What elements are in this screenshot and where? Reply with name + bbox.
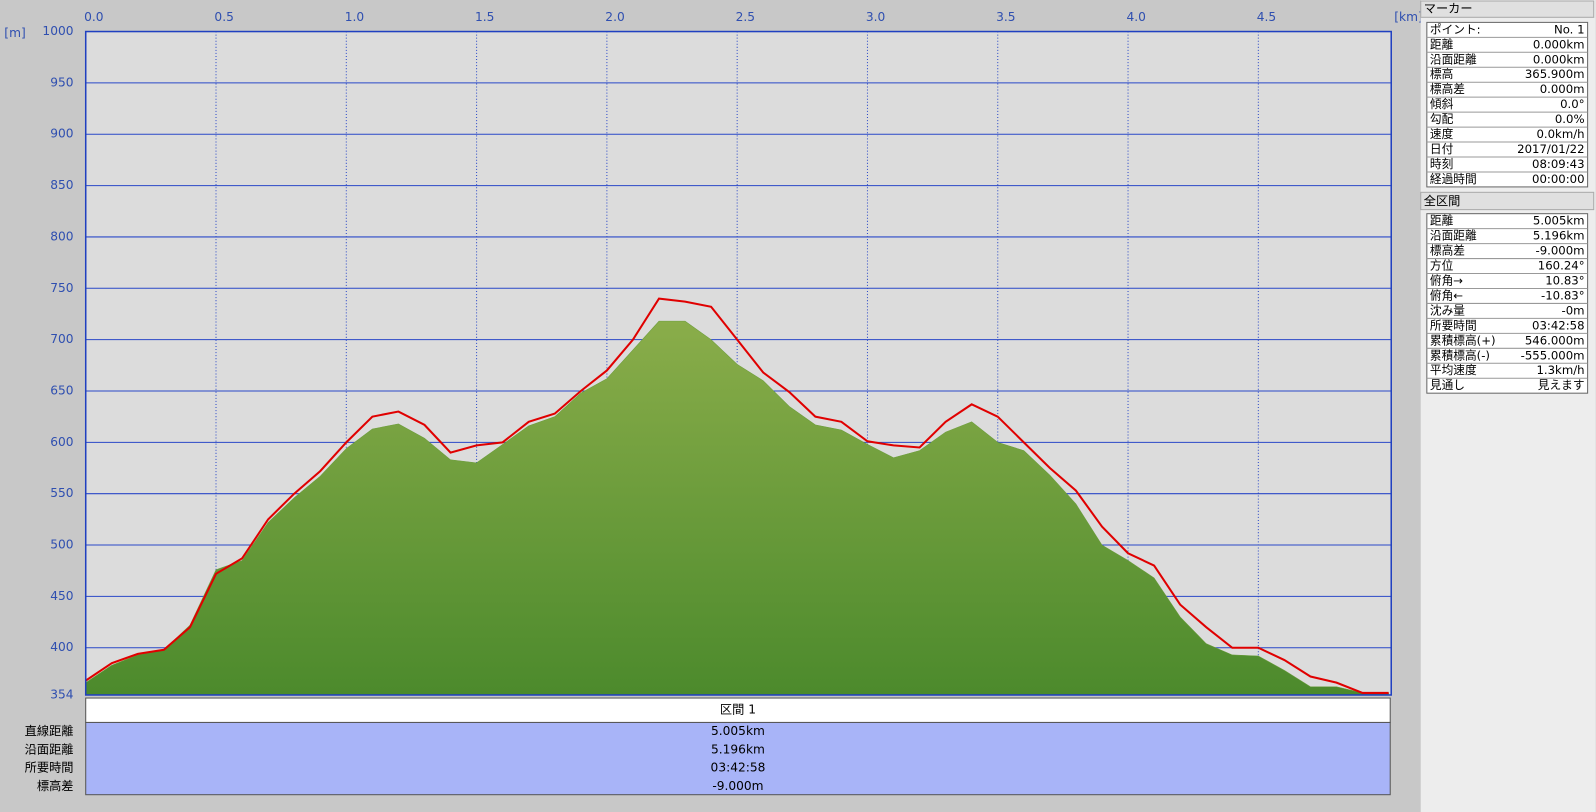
panel-key: 沿面距離 (1430, 229, 1477, 243)
panel-key: 標高差 (1430, 244, 1465, 258)
y-unit: [m] (4, 26, 25, 40)
x-tick-label: 0.0 (84, 10, 103, 24)
section-title: 区間 1 (720, 703, 756, 717)
marker-title: マーカー (1424, 2, 1473, 16)
y-tick-label: 700 (50, 332, 73, 346)
panel-value: 0.0° (1560, 97, 1584, 111)
panel-key: 傾斜 (1430, 97, 1454, 111)
panel-key: 勾配 (1430, 112, 1454, 126)
panel-key: 標高差 (1430, 82, 1465, 96)
y-tick-label: 450 (50, 589, 73, 603)
panel-key: 日付 (1430, 142, 1454, 156)
section-label: 直線距離 (25, 723, 74, 738)
panel-value: 03:42:58 (1532, 318, 1585, 332)
total-title: 全区間 (1424, 193, 1461, 208)
panel-key: 沈み量 (1430, 303, 1465, 317)
x-tick-label: 4.5 (1257, 10, 1276, 24)
section-label: 所要時間 (25, 761, 74, 775)
panel-value: -0m (1562, 303, 1585, 317)
y-tick-label: 600 (50, 435, 73, 449)
panel-value: No. 1 (1554, 22, 1585, 36)
panel-value: 見えます (1538, 378, 1585, 392)
y-tick-label: 400 (50, 640, 73, 654)
y-tick-label: 550 (50, 486, 73, 500)
y-tick-label: 950 (50, 75, 73, 89)
x-tick-label: 1.0 (345, 10, 364, 24)
panel-value: 0.000m (1540, 82, 1585, 96)
marker-header (1420, 0, 1595, 18)
panel-key: 所要時間 (1430, 318, 1477, 332)
y-tick-label: 1000 (42, 24, 73, 38)
section-value: 03:42:58 (711, 761, 766, 775)
x-unit: [km] (1394, 10, 1422, 24)
panel-key: 累積標高(-) (1430, 348, 1490, 362)
panel-key: 距離 (1430, 37, 1454, 51)
panel-key: 標高 (1430, 67, 1453, 81)
panel-key: 見通し (1430, 378, 1465, 392)
y-tick-label: 650 (50, 383, 73, 397)
panel-key: 沿面距離 (1430, 52, 1477, 66)
section-label: 沿面距離 (25, 742, 74, 756)
panel-value: -10.83° (1541, 288, 1585, 302)
total-header (1420, 191, 1595, 211)
panel-value: 08:09:43 (1532, 157, 1585, 171)
panel-value: 00:00:00 (1532, 172, 1585, 186)
terrain-area (85, 320, 1389, 696)
panel-value: 0.0km/h (1536, 127, 1584, 141)
panel-value: 2017/01/22 (1517, 142, 1584, 156)
x-tick-label: 3.0 (866, 10, 885, 24)
panel-key: 距離 (1430, 214, 1454, 228)
plot-border (84, 30, 1392, 696)
panel-value: 365.900m (1525, 67, 1585, 81)
section-value: 5.005km (711, 724, 765, 738)
y-tick-label: 500 (50, 538, 73, 552)
section-value: -9.000m (712, 779, 763, 793)
panel-key: 平均速度 (1430, 363, 1477, 377)
panel-value: 0.0% (1555, 112, 1585, 126)
panel-key: 方位 (1430, 259, 1454, 273)
x-tick-label: 2.5 (736, 10, 755, 24)
section-value: 5.196km (711, 742, 765, 756)
x-tick-label: 0.5 (214, 10, 233, 24)
panel-value: -555.000m (1521, 348, 1585, 362)
y-tick-label: 750 (50, 281, 73, 295)
panel-value: 546.000m (1525, 333, 1585, 347)
panel-value: 5.196km (1533, 229, 1585, 243)
panel-value: -9.000m (1535, 244, 1584, 258)
panel-value: 1.3km/h (1536, 363, 1584, 377)
panel-table (1426, 21, 1589, 188)
panel-value: 5.005km (1533, 214, 1585, 228)
panel-key: 俯角→ (1430, 273, 1463, 287)
panel-key: ポイント: (1430, 22, 1481, 36)
x-tick-label: 3.5 (996, 10, 1015, 24)
panel-key: 俯角← (1430, 288, 1463, 302)
panel-value: 0.000km (1533, 52, 1585, 66)
y-tick-label: 354 (50, 687, 74, 701)
x-tick-label: 4.0 (1126, 10, 1145, 24)
panel-value: 0.000km (1533, 37, 1585, 51)
section-body (85, 721, 1391, 796)
panel-key: 速度 (1430, 127, 1454, 141)
y-tick-label: 900 (50, 127, 73, 141)
panel-key: 累積標高(+) (1430, 333, 1496, 347)
track-line (85, 297, 1389, 694)
panel-key: 時刻 (1430, 157, 1453, 171)
panel-value: 10.83° (1545, 273, 1584, 287)
y-tick-label: 850 (50, 178, 73, 192)
y-tick-label: 800 (50, 229, 73, 243)
panel-key: 経過時間 (1430, 172, 1477, 186)
section-header (85, 697, 1391, 723)
panel-value: 160.24° (1538, 259, 1585, 273)
x-tick-label: 1.5 (475, 10, 494, 24)
section-label: 標高差 (37, 778, 74, 793)
x-tick-label: 2.0 (605, 10, 624, 24)
